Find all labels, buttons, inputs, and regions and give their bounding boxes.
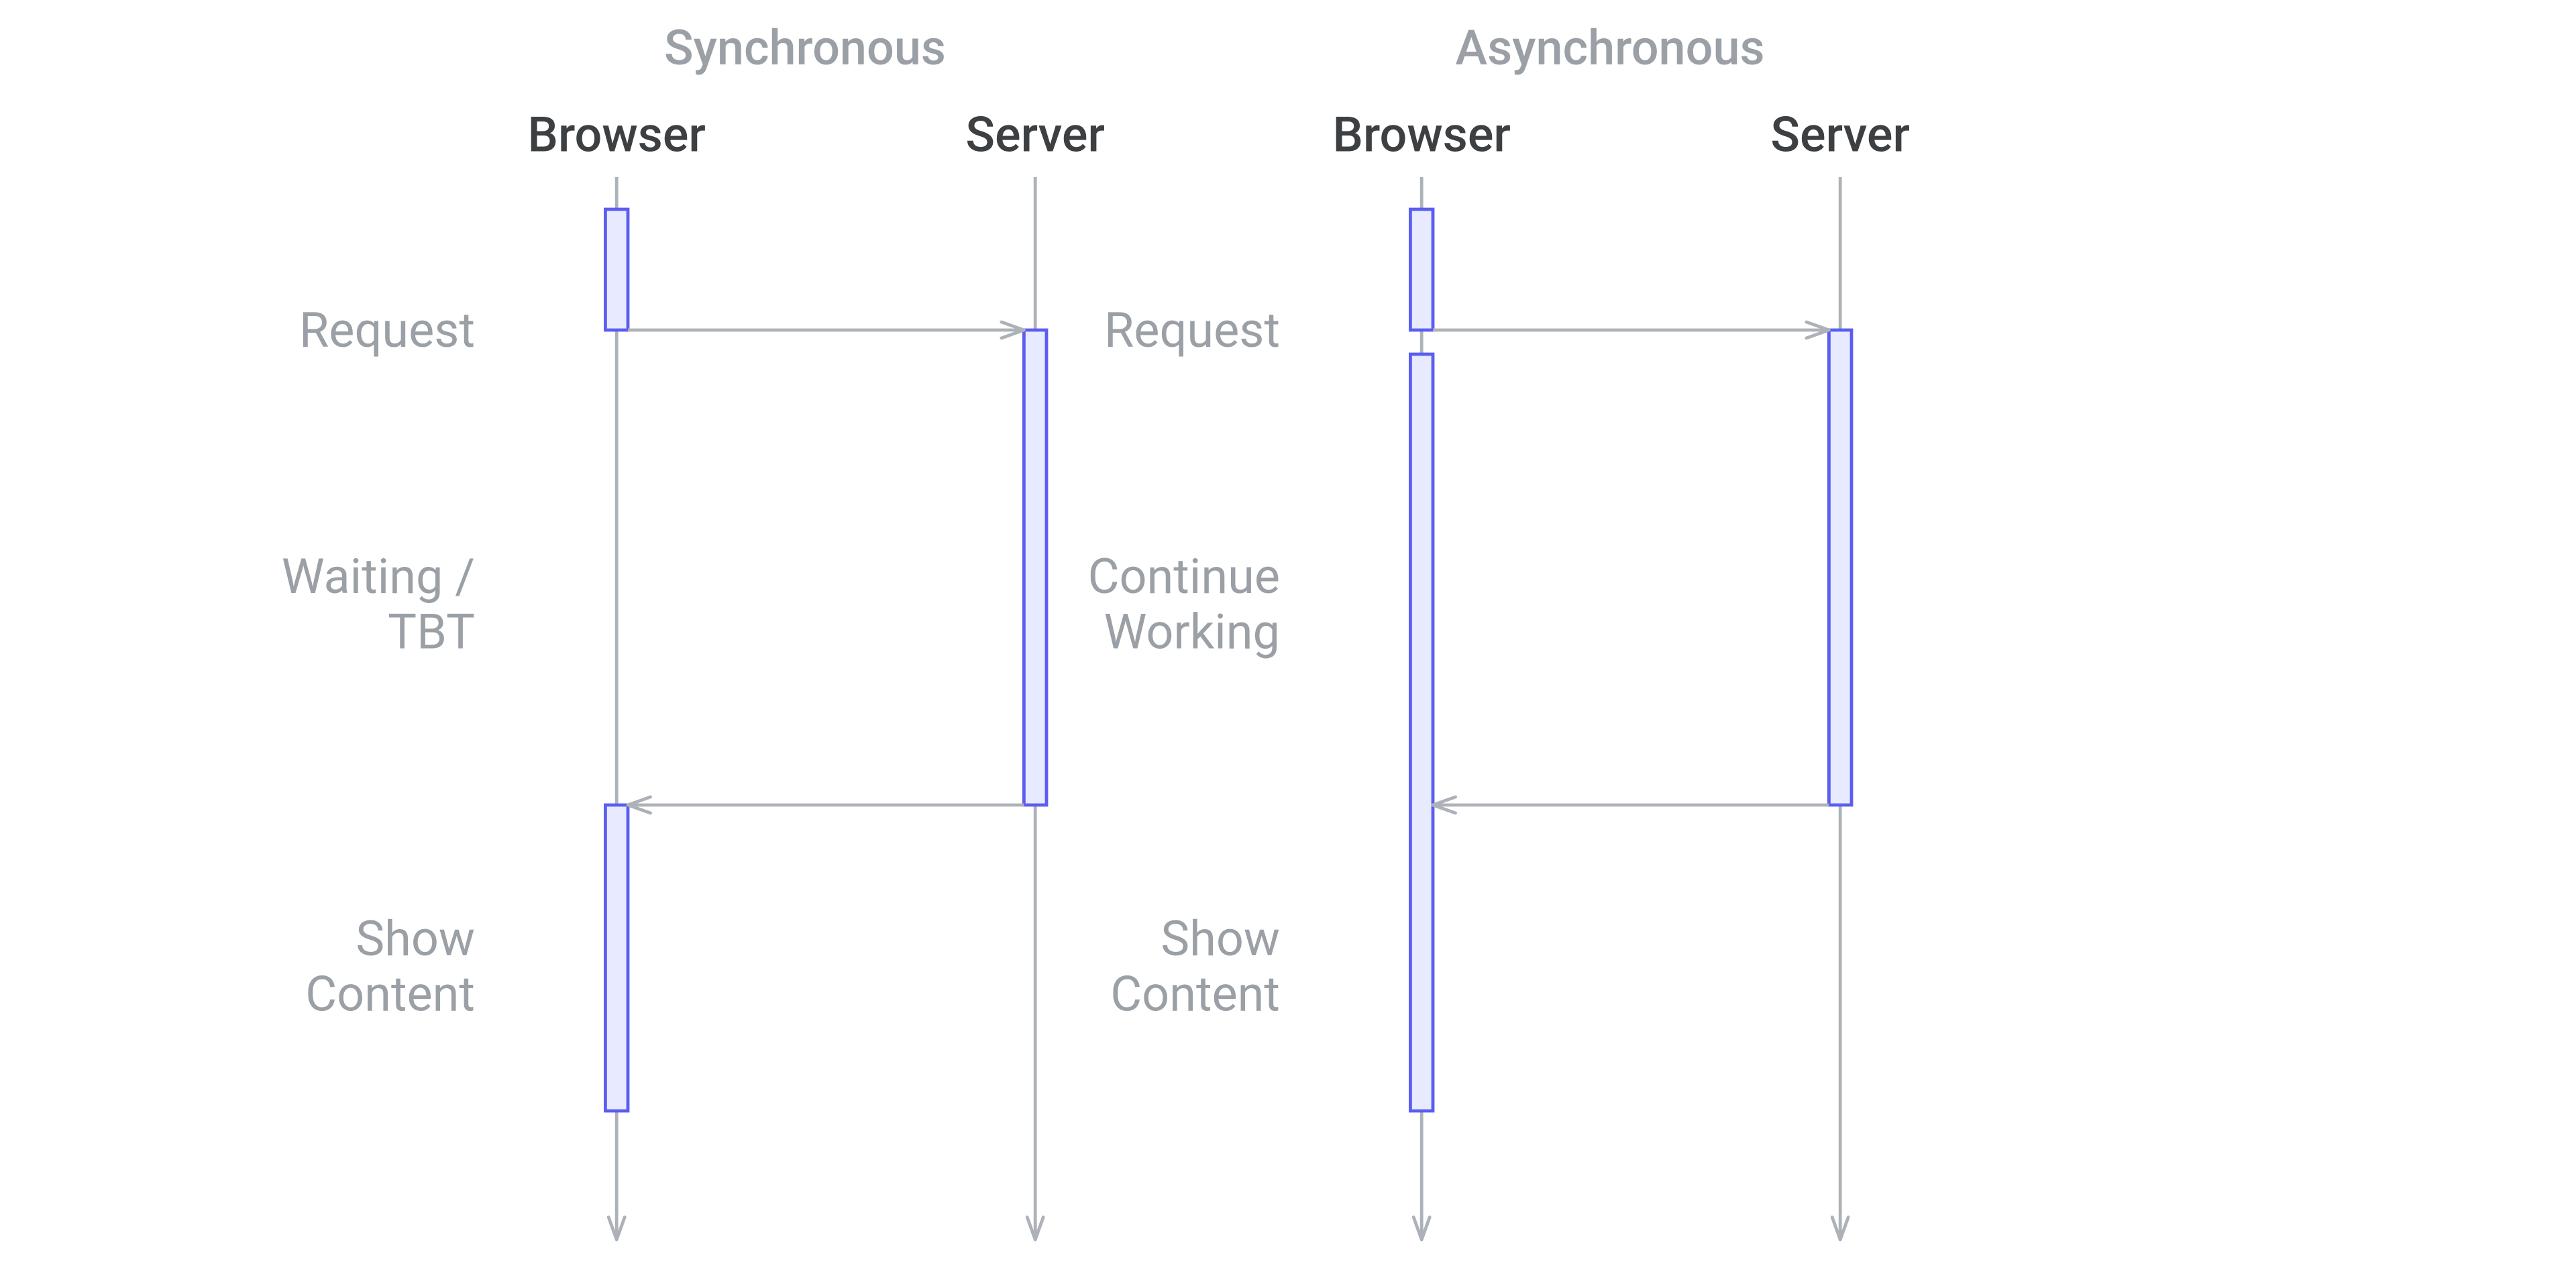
lane-label-async-server: Server xyxy=(1770,107,1910,164)
activation-sync-browser xyxy=(605,805,628,1111)
panel-async: Asynchronous Browser Server Request Continue… xyxy=(1088,19,1910,1240)
side-label-sync: Waiting /TBT xyxy=(282,548,475,661)
activation-sync-server xyxy=(1024,330,1046,805)
activation-async-server xyxy=(1829,330,1851,805)
lane-label-sync-browser: Browser xyxy=(528,107,706,164)
sequence-diagram: Synchronous Browser Server Request Waiting /… xyxy=(0,0,2576,1288)
side-label-async: ContinueWorking xyxy=(1088,548,1280,661)
side-label-sync: ShowContent xyxy=(305,910,475,1023)
side-label-async: Request xyxy=(1104,302,1280,359)
activation-sync-browser xyxy=(605,209,628,330)
lane-label-sync-server: Server xyxy=(965,107,1105,164)
lane-label-async-browser: Browser xyxy=(1333,107,1511,164)
side-label-async: ShowContent xyxy=(1110,910,1280,1023)
side-label-sync: Request xyxy=(299,302,475,359)
panel-title-async: Asynchronous xyxy=(1455,19,1764,76)
activation-async-browser xyxy=(1410,354,1433,1111)
activation-async-browser xyxy=(1410,209,1433,330)
panel-title-sync: Synchronous xyxy=(664,19,946,76)
panel-sync: Synchronous Browser Server Request Waiting /… xyxy=(282,19,1105,1240)
